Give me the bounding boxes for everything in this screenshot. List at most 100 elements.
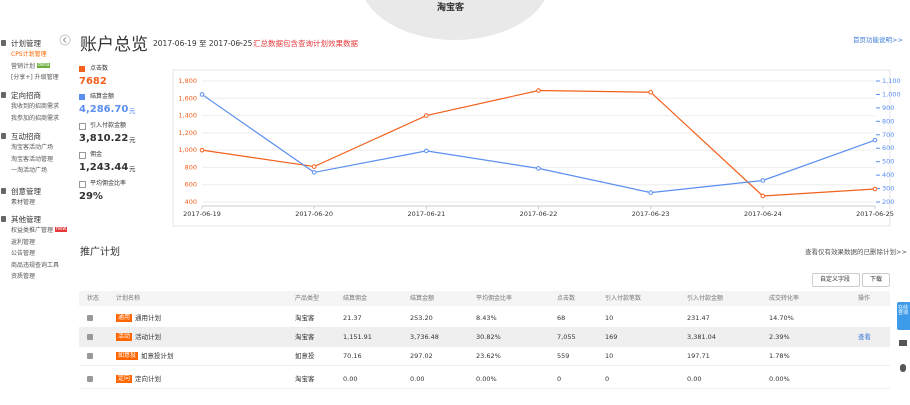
group-icon [1, 188, 6, 194]
row-divider [79, 388, 890, 389]
cell: 3,381.04 [687, 333, 716, 341]
checkbox[interactable] [79, 94, 85, 100]
metric-value: 4,286.70 [79, 104, 129, 115]
group-title[interactable]: 创意管理 [11, 187, 41, 196]
status-icon[interactable] [87, 353, 93, 359]
y2-tick-label: 500 [882, 158, 894, 166]
menu-badge: beta [37, 61, 51, 68]
menu-item[interactable]: 素材管理 [11, 199, 36, 206]
row-divider [79, 346, 890, 347]
menu-item[interactable]: 返利管理 [11, 238, 36, 246]
cell: 定向计划 [135, 375, 161, 383]
group-title[interactable]: 其他管理 [11, 215, 41, 224]
date-dropdown[interactable] [236, 42, 242, 45]
point [311, 164, 317, 169]
point [311, 170, 317, 175]
deleted-link[interactable]: 查看仅有效果数据的已删除计划>> [805, 248, 907, 256]
status-icon[interactable] [87, 315, 93, 321]
metric-value: 1,243.44 [79, 162, 129, 173]
row-divider [79, 327, 890, 328]
point [424, 148, 429, 154]
column-header: 引入付款笔数 [605, 295, 642, 302]
group-title[interactable]: 互动招商 [11, 132, 41, 141]
point [536, 88, 541, 93]
checkbox[interactable] [79, 181, 86, 188]
y-tick-label: 1,000 [178, 146, 197, 154]
cell: 通用计划 [135, 314, 161, 322]
cell: 3,736.48 [410, 333, 439, 341]
menu-item[interactable]: 权益类推广管理 [11, 227, 54, 234]
cell: 1.78% [769, 352, 790, 360]
metric-unit: 元 [129, 136, 136, 144]
help-link[interactable]: 首页功能说明>> [853, 36, 903, 44]
cell: 活动计划 [135, 333, 161, 341]
cell: 0.00 [343, 375, 358, 383]
y2-tick-label: 700 [882, 131, 894, 139]
group-icon [1, 40, 6, 46]
checkbox[interactable] [79, 123, 86, 130]
metric-label: 点击数 [90, 65, 109, 72]
menu-item[interactable]: 商品违规查询工具 [11, 261, 60, 269]
point [199, 92, 205, 97]
menu-item[interactable]: 我收到的招商需求 [11, 103, 60, 110]
metric-value: 3,810.22 [79, 133, 129, 144]
consult-label[interactable]: 在线咨询 [898, 305, 909, 316]
cell: 0.00% [476, 375, 497, 383]
cell: 10 [605, 352, 614, 360]
menu-item[interactable]: CPS计划管理 [11, 51, 47, 58]
y2-tick-label: 900 [882, 104, 894, 112]
y-tick-label: 800 [185, 163, 197, 171]
cell: 如意投 [295, 352, 315, 360]
cell: 10 [605, 314, 614, 322]
page-title: 账户总览 [80, 35, 148, 55]
button-label[interactable]: 下载 [870, 276, 883, 283]
collapse-button[interactable] [59, 34, 71, 46]
group-title[interactable]: 计划管理 [11, 39, 41, 48]
status-icon[interactable] [87, 376, 93, 382]
group-title[interactable]: 定向招商 [11, 91, 41, 100]
cell: 7,055 [557, 333, 576, 341]
cell: 0 [605, 375, 610, 383]
button[interactable] [862, 273, 890, 287]
menu-item[interactable]: 资质管理 [11, 273, 36, 280]
cell: 559 [557, 352, 570, 360]
plan-tag: 定向 [116, 375, 133, 383]
x-tick-label: 2017-06-20 [295, 210, 333, 218]
menu-item[interactable]: 淘宝客活动管理 [11, 155, 54, 163]
row-action[interactable]: 查看 [858, 333, 871, 341]
y2-tick-label: 600 [882, 144, 894, 152]
float-icon[interactable] [900, 364, 906, 372]
float-tab[interactable] [897, 302, 910, 330]
y-tick-label: 1,400 [178, 112, 197, 120]
point [872, 186, 878, 192]
cell: 30.82% [476, 333, 501, 341]
row-highlight [79, 328, 890, 346]
metric-label: 平均佣金比率 [90, 180, 127, 187]
button-label[interactable]: 自定义字段 [820, 276, 851, 283]
checkbox[interactable] [79, 152, 86, 159]
cell: 淘宝客 [295, 375, 315, 383]
date-range[interactable]: 2017-06-19 至 2017-06-25 [153, 39, 253, 48]
float-icon[interactable] [899, 340, 907, 346]
cell: 0 [557, 375, 562, 383]
status-icon[interactable] [87, 334, 93, 340]
menu-item[interactable]: 公告管理 [11, 250, 36, 257]
cell: 0.00 [410, 375, 425, 383]
metric-value: 7682 [79, 76, 107, 87]
point [424, 113, 429, 118]
checkbox[interactable] [79, 66, 85, 72]
column-header: 点击数 [557, 295, 576, 302]
collapse-arrow [62, 37, 67, 43]
cell: 8.43% [476, 314, 497, 322]
button[interactable] [812, 273, 860, 287]
column-header: 结算佣金 [343, 295, 368, 302]
menu-item[interactable]: 一淘活动广场 [11, 167, 48, 174]
y2-tick-label: 800 [882, 117, 894, 125]
column-header: 成交转化率 [769, 295, 800, 302]
menu-item[interactable]: 我参加的招商需求 [11, 114, 60, 122]
menu-item[interactable]: 淘宝客活动广场 [11, 144, 54, 151]
menu-item[interactable]: [分享+] 升级管理 [11, 74, 59, 81]
menu-item[interactable]: 营销计划 [11, 62, 36, 70]
group-icon [1, 216, 6, 222]
